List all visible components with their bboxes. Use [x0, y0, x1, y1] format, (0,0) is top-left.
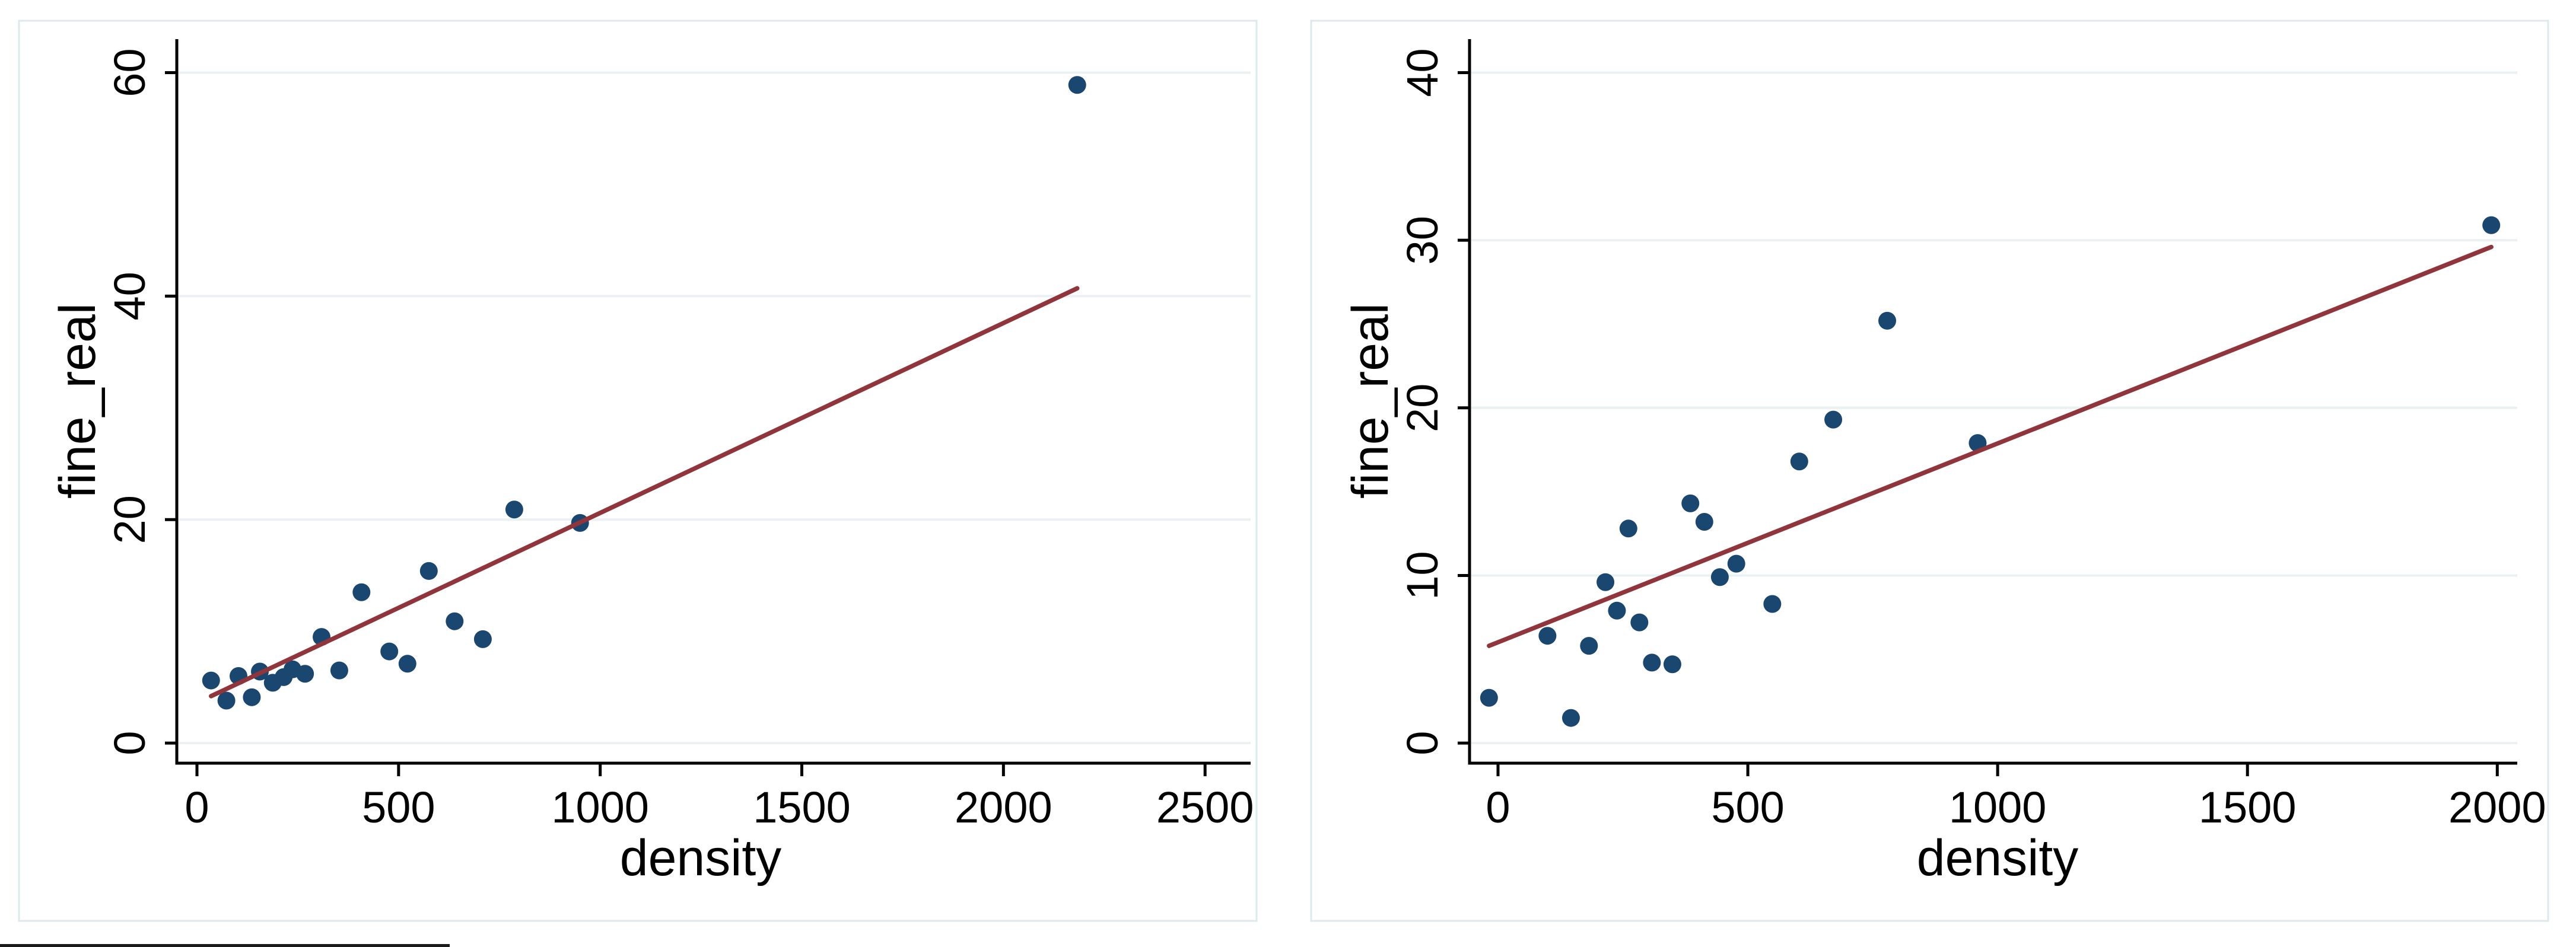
data-point	[1608, 601, 1626, 620]
x-tick-label: 1000	[551, 783, 649, 832]
data-point	[1068, 76, 1086, 94]
right-scatter-plot: 0 10 20 30 40 0 500 1000 1500 2000	[1398, 39, 2546, 832]
data-point	[1663, 655, 1681, 674]
x-tick-label: 1500	[753, 783, 851, 832]
data-point	[1597, 573, 1615, 591]
left-x-axis-title: density	[620, 830, 782, 887]
x-tick-label: 1000	[1949, 783, 2047, 832]
data-point	[243, 688, 261, 706]
x-tick-label: 1500	[2199, 783, 2297, 832]
data-point	[1695, 513, 1713, 531]
data-point	[296, 665, 314, 683]
left-scatter-plot: 0 20 40 60 0 500 1000 1500 2000 2500	[105, 39, 1254, 832]
y-tick-label: 0	[105, 731, 154, 755]
left-y-axis-title: fine_real	[49, 303, 106, 499]
x-tick-label: 2500	[1156, 783, 1254, 832]
screen-edge-artifact	[0, 944, 450, 947]
fit-line	[209, 286, 1080, 699]
data-point	[1790, 452, 1808, 471]
data-point	[1878, 311, 1897, 330]
fit-line	[1487, 244, 2494, 648]
right-y-axis-title: fine_real	[1342, 303, 1399, 499]
data-point	[1763, 595, 1782, 613]
y-tick-label: 40	[105, 272, 154, 320]
y-tick-label: 10	[1398, 551, 1447, 600]
data-point	[1710, 568, 1729, 586]
left-graph-panel-border	[18, 20, 1258, 922]
y-tick-label: 40	[1398, 48, 1447, 97]
data-point	[473, 630, 492, 648]
data-point	[446, 612, 464, 630]
data-point	[398, 655, 416, 673]
data-point	[217, 691, 236, 710]
x-tick-label: 0	[185, 783, 209, 832]
data-point	[202, 671, 220, 690]
right-x-axis-title: density	[1917, 830, 2079, 887]
x-tick-label: 0	[1486, 783, 1510, 832]
x-tick-label: 2000	[2448, 783, 2546, 832]
data-point	[1580, 637, 1598, 655]
x-tick-label: 500	[1711, 783, 1784, 832]
data-point	[1630, 613, 1649, 632]
y-tick-label: 30	[1398, 216, 1447, 264]
y-tick-label: 0	[1398, 731, 1447, 755]
x-tick-label: 2000	[955, 783, 1052, 832]
data-point	[330, 661, 348, 680]
x-tick-label: 500	[362, 783, 435, 832]
data-point	[2482, 216, 2501, 234]
data-point	[1561, 709, 1580, 727]
y-tick-label: 20	[105, 495, 154, 544]
data-point	[1619, 519, 1637, 538]
data-point	[380, 642, 399, 661]
data-point	[505, 500, 523, 519]
data-point	[1727, 554, 1745, 573]
data-point	[1538, 627, 1557, 645]
data-point	[1681, 494, 1700, 512]
data-point	[1824, 410, 1843, 429]
data-point	[1643, 653, 1661, 672]
data-point	[419, 562, 438, 580]
data-point	[352, 583, 371, 601]
data-point	[1480, 688, 1498, 707]
y-tick-label: 60	[105, 48, 154, 97]
y-tick-label: 20	[1398, 384, 1447, 432]
